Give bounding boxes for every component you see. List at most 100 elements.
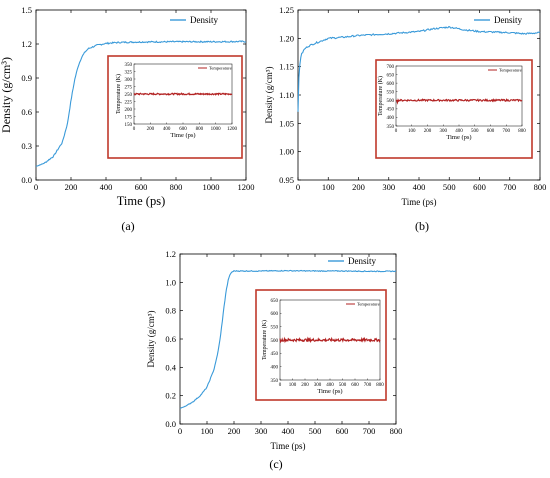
x-tick-label: 600 <box>336 426 349 436</box>
y-axis-label: Density (g/cm³) <box>0 57 13 133</box>
x-tick-label: 0 <box>34 182 38 192</box>
inset-x-tick-label: 400 <box>163 127 171 132</box>
y-tick-label: 0.2 <box>165 391 176 401</box>
series-line-density <box>297 25 541 112</box>
inset-y-tick-label: 400 <box>271 365 279 370</box>
inset-y-tick-label: 450 <box>387 108 395 113</box>
x-axis-label: Time (ps) <box>402 197 437 207</box>
inset-x-tick-label: 300 <box>314 383 322 388</box>
inset-frame <box>375 59 533 159</box>
legend-label-density: Density <box>494 15 522 25</box>
inset-x-tick-label: 800 <box>518 129 526 134</box>
y-tick-label: 1.0 <box>165 277 176 287</box>
x-tick-label: 300 <box>382 182 395 192</box>
inset-y-tick-label: 550 <box>271 325 279 330</box>
y-tick-label: 0.0 <box>21 175 32 185</box>
inset-series-temperature <box>133 92 233 96</box>
inset-y-tick-label: 450 <box>271 352 279 357</box>
inset-y-tick-label: 175 <box>125 115 133 120</box>
inset-x-tick-label: 0 <box>279 383 282 388</box>
x-tick-label: 100 <box>201 426 214 436</box>
x-tick-label: 700 <box>503 182 516 192</box>
x-tick-label: 800 <box>170 182 183 192</box>
x-tick-label: 400 <box>100 182 113 192</box>
inset-x-tick-label: 100 <box>289 383 297 388</box>
inset-y-tick-label: 350 <box>125 63 133 68</box>
y-tick-label: 0.6 <box>21 107 32 117</box>
inset-y-tick-label: 150 <box>125 123 133 128</box>
legend-label-density: Density <box>190 15 218 25</box>
inset-legend-label: Temperature <box>499 68 522 73</box>
y-tick-label: 1.5 <box>21 5 32 15</box>
x-tick-label: 800 <box>534 182 547 192</box>
inset-x-tick-label: 700 <box>503 129 511 134</box>
y-tick-label: 1.2 <box>165 249 176 259</box>
y-tick-label: 0.9 <box>21 73 32 83</box>
y-tick-label: 0.3 <box>21 141 32 151</box>
inset-y-tick-label: 225 <box>125 100 133 105</box>
inset-series-temperature <box>279 336 381 344</box>
inset-x-tick-label: 600 <box>487 129 495 134</box>
x-tick-label: 0 <box>178 426 182 436</box>
inset-y-tick-label: 600 <box>387 82 395 87</box>
series-line-density <box>35 40 247 167</box>
x-tick-label: 600 <box>473 182 486 192</box>
chart-panel-2: 0 100 200 300 400 500 600 700 800 0.95 1.00 1.05 1.1… <box>264 5 546 233</box>
series-line-density <box>179 269 396 409</box>
inset-x-axis-label: Time (ps) <box>170 132 195 139</box>
x-axis-label: Time (ps) <box>271 441 306 451</box>
inset-series-temperature <box>395 98 523 105</box>
inset-legend-label: Temperature <box>209 66 232 71</box>
inset-x-tick-label: 100 <box>408 129 416 134</box>
y-tick-label: 0.95 <box>279 175 294 185</box>
inset-x-tick-label: 200 <box>301 383 309 388</box>
inset-x-tick-label: 800 <box>196 127 204 132</box>
y-tick-label: 0.8 <box>165 306 176 316</box>
x-tick-label: 200 <box>352 182 365 192</box>
inset-frame <box>255 289 387 401</box>
inset-x-tick-label: 200 <box>424 129 432 134</box>
inset-y-tick-label: 700 <box>387 65 395 70</box>
chart-panel-3: 0 100 200 300 400 500 600 700 800 0.0 0.2 0.4 0.6 0.8… <box>146 249 402 471</box>
inset-y-axis-label: Temperature (K) <box>261 320 268 360</box>
inset-x-axis-label: Time (ps) <box>317 388 342 395</box>
x-tick-label: 600 <box>135 182 148 192</box>
y-tick-label: 1.2 <box>21 39 32 49</box>
inset-x-tick-label: 500 <box>339 383 347 388</box>
inset-y-tick-label: 250 <box>125 93 133 98</box>
inset-y-tick-label: 500 <box>387 99 395 104</box>
x-tick-label: 400 <box>413 182 426 192</box>
y-tick-label: 1.00 <box>279 147 294 157</box>
inset-y-tick-label: 200 <box>125 108 133 113</box>
x-tick-label: 1200 <box>238 182 255 192</box>
y-tick-label: 0.4 <box>165 362 176 372</box>
legend-label-density: Density <box>348 256 376 266</box>
y-tick-label: 0.6 <box>165 334 176 344</box>
x-tick-label: 800 <box>390 426 403 436</box>
panel-caption: (a) <box>121 219 134 233</box>
inset-y-tick-label: 500 <box>271 339 279 344</box>
y-tick-label: 1.20 <box>279 33 294 43</box>
y-axis-label: Density (g/cm³) <box>264 67 274 124</box>
inset-x-tick-label: 600 <box>179 127 187 132</box>
inset-y-tick-label: 650 <box>271 299 279 304</box>
inset-y-axis-label: Temperature (K) <box>377 76 384 116</box>
y-tick-label: 1.25 <box>279 5 294 15</box>
inset-x-tick-label: 300 <box>440 129 448 134</box>
inset-y-tick-label: 350 <box>271 379 279 384</box>
y-axis-label: Density (g/cm³) <box>146 311 156 368</box>
chart-panel-1: 0 200 400 600 800 1000 1200 0.0 0.3 0.6 0.9 1.2 1.5 T… <box>0 5 255 233</box>
x-tick-label: 500 <box>309 426 322 436</box>
x-tick-label: 1000 <box>203 182 220 192</box>
x-tick-label: 500 <box>443 182 456 192</box>
inset-x-tick-label: 400 <box>326 383 334 388</box>
inset-y-tick-label: 650 <box>387 73 395 78</box>
y-tick-label: 1.10 <box>279 90 294 100</box>
x-tick-label: 200 <box>65 182 78 192</box>
inset-x-tick-label: 700 <box>364 383 372 388</box>
inset-x-tick-label: 800 <box>376 383 384 388</box>
inset-y-tick-label: 600 <box>271 312 279 317</box>
x-axis-label: Time (ps) <box>117 194 166 208</box>
inset-frame <box>107 55 243 159</box>
